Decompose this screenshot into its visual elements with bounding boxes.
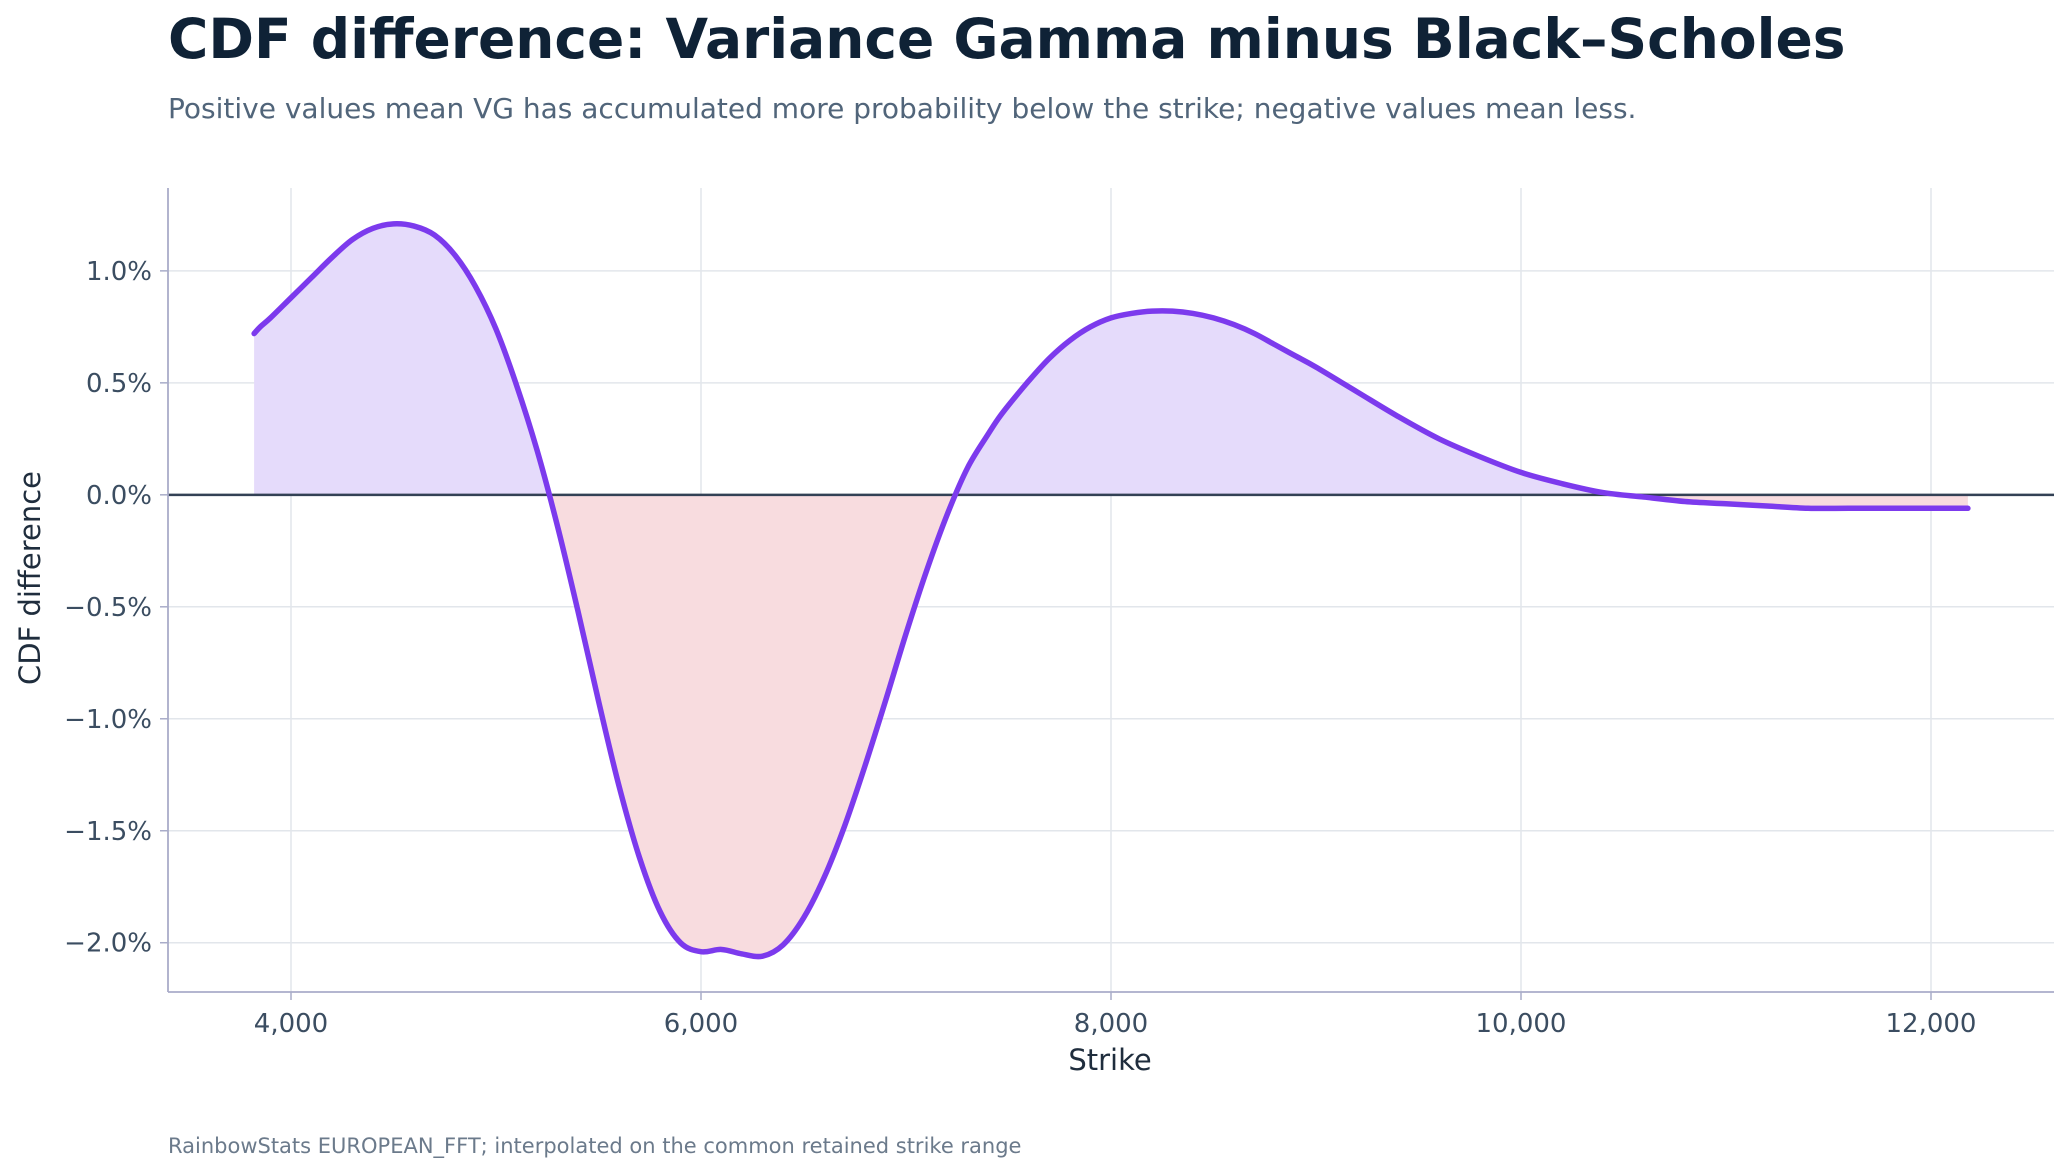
y-axis-label: CDF difference — [13, 471, 47, 685]
negative-area-fill — [1623, 494, 1968, 509]
x-tick-label: 6,000 — [664, 1009, 738, 1039]
y-tick-label: −1.5% — [64, 817, 152, 847]
x-tick-labels: 4,000 6,000 8,000 10,000 12,000 — [254, 1009, 1977, 1039]
y-tick-label: 0.5% — [86, 369, 152, 399]
x-tick-label: 10,000 — [1476, 1009, 1567, 1039]
x-tick-label: 4,000 — [254, 1009, 328, 1039]
y-tick-label: −2.0% — [64, 929, 152, 959]
y-tick-label: 1.0% — [86, 257, 152, 287]
cdf-difference-line — [251, 220, 1971, 960]
positive-area-fill — [955, 311, 1624, 495]
y-tick-label: 0.0% — [86, 481, 152, 511]
axes — [160, 188, 2054, 1000]
x-axis-label: Strike — [1068, 1043, 1151, 1077]
y-tick-label: −0.5% — [64, 593, 152, 623]
negative-area-fill — [549, 494, 956, 957]
x-tick-label: 8,000 — [1074, 1009, 1148, 1039]
series-lines — [251, 220, 1971, 960]
chart-footnote: RainbowStats EUROPEAN_FFT; interpolated … — [168, 1134, 1021, 1159]
x-tick-label: 12,000 — [1886, 1009, 1977, 1039]
chart-title: CDF difference: Variance Gamma minus Bla… — [168, 7, 1846, 71]
y-tick-label: −1.0% — [64, 705, 152, 735]
chart-subtitle: Positive values mean VG has accumulated … — [168, 92, 1636, 125]
y-tick-labels: 1.0% 0.5% 0.0% −0.5% −1.0% −1.5% −2.0% — [64, 257, 152, 959]
